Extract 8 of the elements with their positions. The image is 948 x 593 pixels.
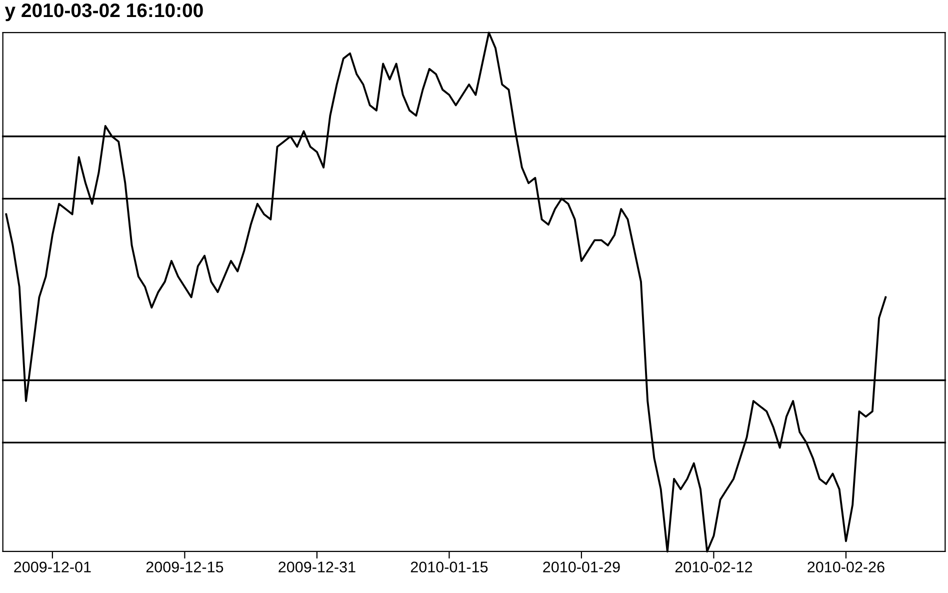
x-tick-label: 2009-12-15 — [146, 562, 224, 572]
x-tick-label: 2010-01-15 — [410, 562, 488, 572]
x-tick-label: 2009-12-31 — [278, 562, 356, 572]
x-tick-label: 2010-02-12 — [675, 562, 752, 572]
x-tick-label: 2010-02-26 — [808, 562, 884, 572]
x-tick-label: 2010-01-29 — [543, 562, 620, 572]
x-tick-label: 2009-12-01 — [14, 562, 91, 572]
chart-title: y 2010-03-02 16:10:00 — [4, 3, 203, 22]
